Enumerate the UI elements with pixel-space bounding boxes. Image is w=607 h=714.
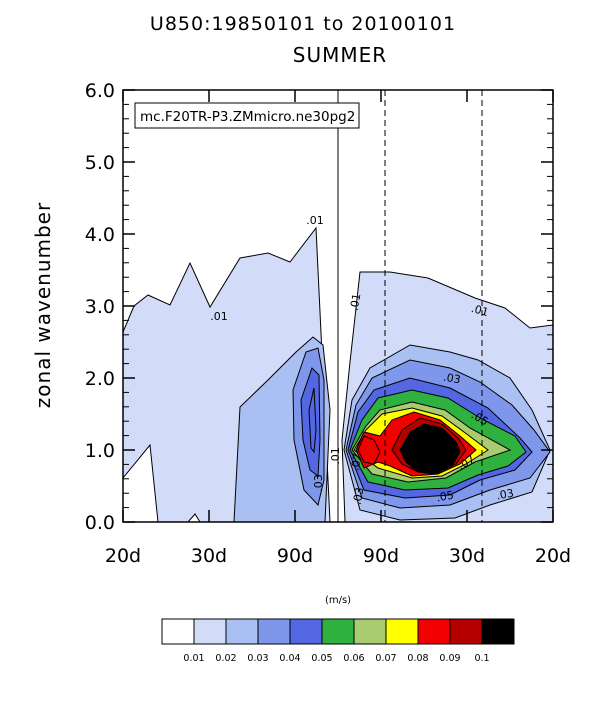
contour-label: .05	[435, 489, 454, 505]
contour-label: .01	[329, 447, 342, 465]
colorbar-label: 0.08	[407, 653, 428, 664]
chart-subtitle: SUMMER	[293, 43, 387, 67]
y-axis-label: zonal wavenumber	[31, 202, 55, 408]
contour-fill-left-white-2	[187, 513, 201, 522]
contour-label: .01	[470, 302, 490, 319]
x-tick-label: 90d	[277, 545, 313, 567]
contour-label: .01	[348, 292, 364, 311]
x-axis-ticks: 20d 30d 90d 90d 30d 20d	[105, 90, 571, 567]
colorbar-swatch	[289, 618, 323, 645]
colorbar-label: 0.03	[247, 653, 268, 664]
y-tick-label: 3.0	[85, 296, 115, 318]
colorbar-label: 0.04	[279, 653, 300, 664]
x-tick-label: 20d	[535, 545, 571, 567]
contour-fill-left-004-inner	[308, 387, 317, 454]
y-tick-label: 5.0	[85, 152, 115, 174]
contour-label: .03	[312, 474, 325, 492]
colorbar: 0.01 0.02 0.03 0.04 0.05 0.06 0.07 0.08 0.09 0.1	[161, 618, 515, 664]
colorbar-swatch	[257, 618, 291, 645]
colorbar-swatch	[193, 618, 227, 645]
colorbar-swatch	[321, 618, 355, 645]
y-tick-label: 6.0	[85, 80, 115, 102]
colorbar-swatch	[161, 618, 195, 645]
x-tick-label: 30d	[449, 545, 485, 567]
chart-title: U850:19850101 to 20100101	[150, 13, 456, 35]
contour-label: .01	[306, 214, 324, 227]
y-tick-label: 0.0	[85, 512, 115, 534]
contour-fill-right-010	[399, 423, 461, 475]
contour-label: .03	[495, 487, 514, 503]
colorbar-swatch	[385, 618, 419, 645]
colorbar-swatch	[481, 618, 515, 645]
colorbar-swatch	[417, 618, 451, 645]
colorbar-label: 0.02	[215, 653, 236, 664]
x-tick-label: 20d	[105, 545, 141, 567]
contour-fill-left-white	[123, 443, 159, 522]
y-tick-label: 1.0	[85, 440, 115, 462]
colorbar-swatch	[225, 618, 259, 645]
contour-label: .03	[442, 371, 461, 387]
contour-label: .01	[210, 310, 228, 323]
colorbar-label: 0.01	[183, 653, 204, 664]
colorbar-label: 0.07	[375, 653, 396, 664]
contour-labels: .01.01.01.01.01.03.03.03.03.05.05.07.07	[210, 214, 515, 506]
colorbar-label: 0.06	[343, 653, 364, 664]
case-label-box	[134, 102, 360, 129]
case-label: mc.F20TR-P3.ZMmicro.ne30pg2	[140, 109, 355, 125]
colorbar-swatch	[353, 618, 387, 645]
contour-label: .03	[351, 486, 367, 505]
colorbar-swatch	[449, 618, 483, 645]
contour-fill-left-blob-008	[357, 435, 381, 465]
colorbar-label: 0.05	[311, 653, 332, 664]
y-tick-label: 4.0	[85, 224, 115, 246]
y-axis-ticks: 0.0 1.0 2.0 3.0 4.0 5.0 6.0	[85, 80, 553, 534]
contour-label: .07	[349, 452, 365, 471]
units-label: (m/s)	[325, 595, 351, 606]
colorbar-label: 0.09	[439, 653, 460, 664]
colorbar-label: 0.1	[474, 653, 489, 664]
contour-fill-left-004	[300, 367, 321, 477]
x-tick-label: 30d	[191, 545, 227, 567]
contour-fills	[123, 226, 553, 522]
y-tick-label: 2.0	[85, 368, 115, 390]
x-tick-label: 90d	[363, 545, 399, 567]
